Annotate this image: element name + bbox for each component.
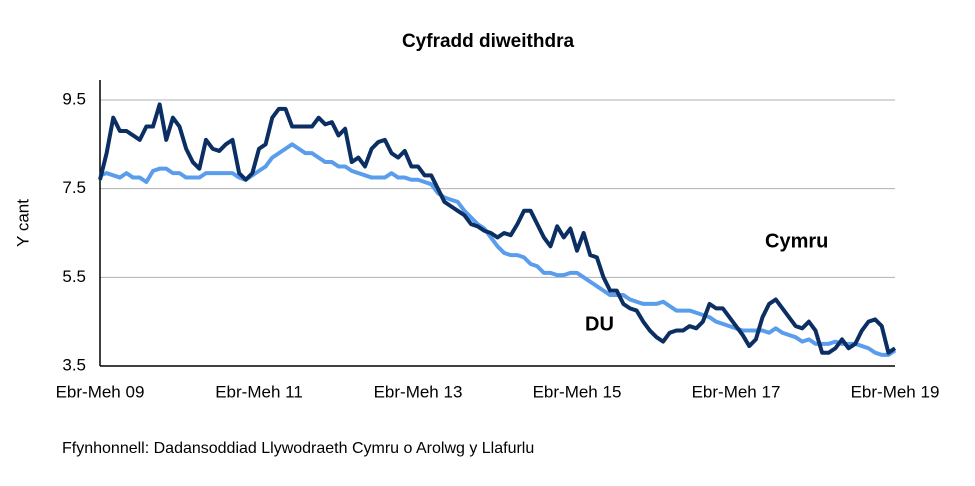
x-tick-label: Ebr-Meh 13 — [374, 382, 463, 401]
series-line — [98, 102, 897, 355]
y-tick-label: 5.5 — [62, 267, 86, 286]
source-note: Ffynhonnell: Dadansoddiad Llywodraeth Cy… — [62, 440, 534, 457]
x-tick-label: Ebr-Meh 15 — [533, 382, 622, 401]
x-tick-label: Ebr-Meh 09 — [56, 382, 145, 401]
y-tick-label: 7.5 — [62, 178, 86, 197]
x-tick-label: Ebr-Meh 19 — [851, 382, 940, 401]
series-label: DU — [585, 313, 614, 335]
x-tick-label: Ebr-Meh 17 — [692, 382, 781, 401]
y-tick-label: 3.5 — [62, 355, 86, 374]
series-label: Cymru — [765, 230, 828, 252]
x-tick-label: Ebr-Meh 11 — [215, 382, 303, 401]
chart-title: Cyfradd diweithdra — [402, 31, 575, 52]
y-tick-label: 9.5 — [62, 89, 86, 108]
series-line — [99, 142, 897, 357]
y-axis-label: Y cant — [13, 199, 32, 247]
